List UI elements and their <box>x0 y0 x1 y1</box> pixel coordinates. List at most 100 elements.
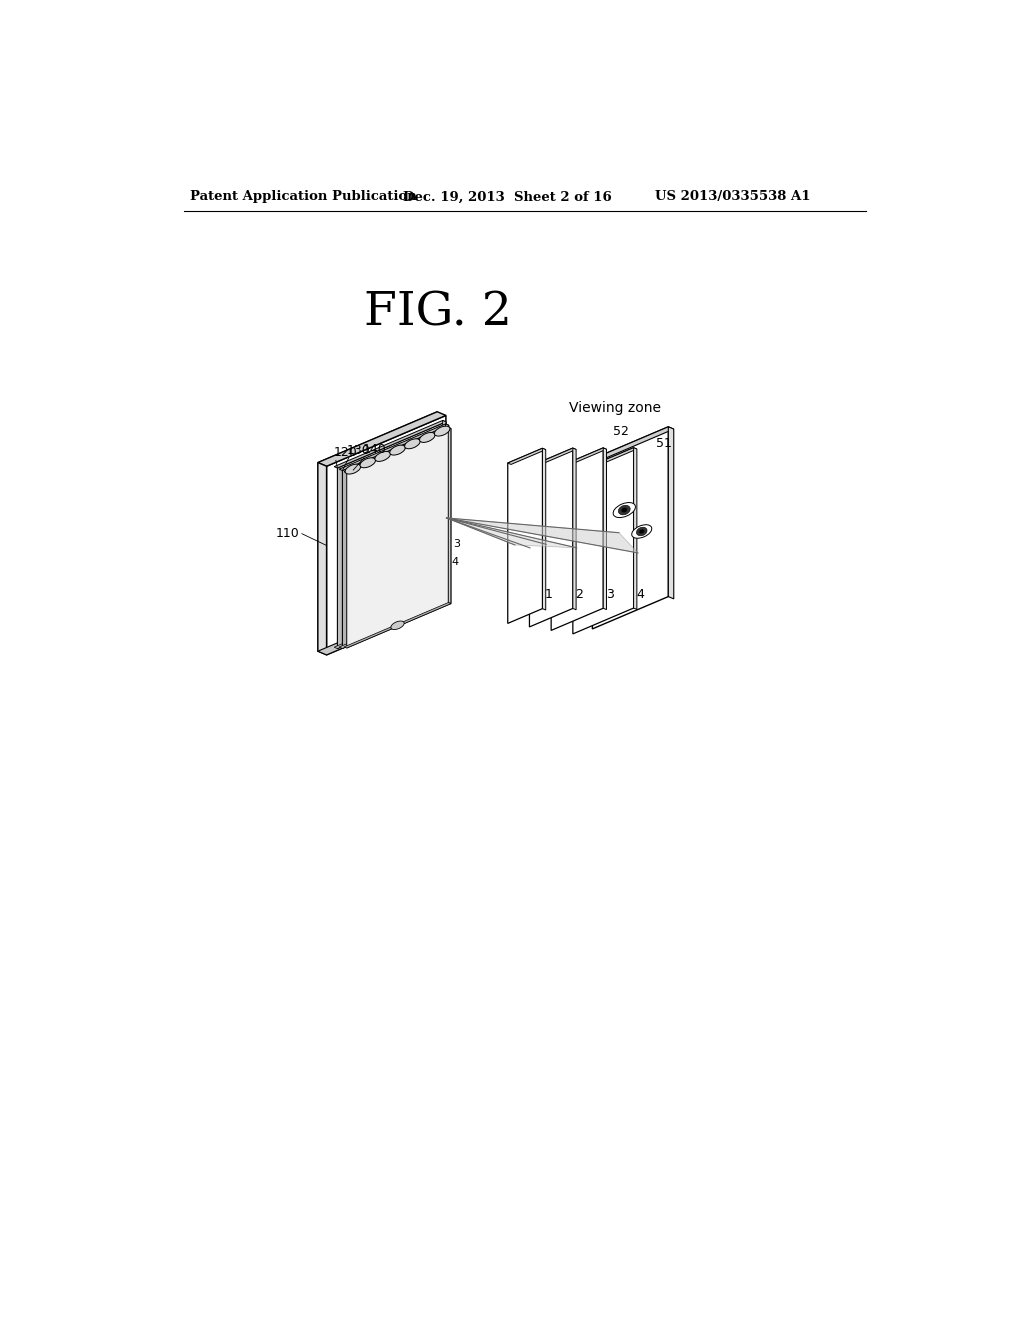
Polygon shape <box>378 453 384 634</box>
Polygon shape <box>377 449 382 632</box>
Text: 110: 110 <box>275 527 300 540</box>
Polygon shape <box>366 458 372 639</box>
Polygon shape <box>417 433 421 615</box>
Ellipse shape <box>618 506 630 515</box>
Polygon shape <box>357 458 362 640</box>
Polygon shape <box>436 424 441 607</box>
Polygon shape <box>419 436 425 615</box>
Polygon shape <box>446 517 638 553</box>
Polygon shape <box>390 447 395 628</box>
Polygon shape <box>572 447 634 634</box>
Polygon shape <box>354 463 360 643</box>
Polygon shape <box>446 517 577 548</box>
Text: Patent Application Publication: Patent Application Publication <box>190 190 417 203</box>
Polygon shape <box>387 445 391 627</box>
Ellipse shape <box>434 426 450 436</box>
Text: 52: 52 <box>613 425 629 438</box>
Text: 140: 140 <box>362 444 386 457</box>
Text: 1: 1 <box>545 589 553 601</box>
Text: 4: 4 <box>452 557 459 568</box>
Polygon shape <box>426 428 431 611</box>
Polygon shape <box>360 461 366 642</box>
Polygon shape <box>334 601 445 648</box>
Text: US 2013/0335538 A1: US 2013/0335538 A1 <box>655 190 811 203</box>
Text: Dec. 19, 2013  Sheet 2 of 16: Dec. 19, 2013 Sheet 2 of 16 <box>403 190 612 203</box>
Polygon shape <box>347 429 451 648</box>
Polygon shape <box>339 602 449 648</box>
Ellipse shape <box>420 433 435 442</box>
Polygon shape <box>592 426 669 628</box>
Polygon shape <box>327 416 445 655</box>
Polygon shape <box>431 426 436 609</box>
Polygon shape <box>401 438 407 622</box>
Ellipse shape <box>404 438 420 449</box>
Polygon shape <box>551 447 603 631</box>
Polygon shape <box>347 462 352 644</box>
Polygon shape <box>431 430 437 611</box>
Polygon shape <box>441 422 445 605</box>
Polygon shape <box>529 447 572 627</box>
Text: 2: 2 <box>575 587 584 601</box>
Polygon shape <box>372 455 378 636</box>
Ellipse shape <box>390 445 406 455</box>
Polygon shape <box>344 602 451 648</box>
Polygon shape <box>592 426 674 462</box>
Polygon shape <box>449 428 451 603</box>
Polygon shape <box>317 412 437 651</box>
Polygon shape <box>384 450 390 631</box>
Polygon shape <box>401 444 408 623</box>
Polygon shape <box>572 447 637 475</box>
Polygon shape <box>396 441 401 623</box>
Polygon shape <box>425 433 431 614</box>
Polygon shape <box>317 601 445 655</box>
Text: 120: 120 <box>334 446 357 459</box>
Polygon shape <box>339 424 449 470</box>
Polygon shape <box>572 447 577 610</box>
Polygon shape <box>382 447 387 630</box>
Polygon shape <box>337 466 342 648</box>
Polygon shape <box>551 447 606 471</box>
Ellipse shape <box>360 458 376 467</box>
Polygon shape <box>391 442 396 626</box>
Polygon shape <box>372 451 377 634</box>
Polygon shape <box>342 463 347 647</box>
Polygon shape <box>334 421 445 469</box>
Ellipse shape <box>345 465 360 474</box>
Polygon shape <box>442 425 449 606</box>
Polygon shape <box>342 469 348 648</box>
Polygon shape <box>348 466 354 645</box>
Text: 3: 3 <box>454 539 461 549</box>
Ellipse shape <box>613 503 636 517</box>
Polygon shape <box>344 428 451 473</box>
Ellipse shape <box>632 525 652 539</box>
Polygon shape <box>442 421 445 602</box>
Polygon shape <box>421 430 426 612</box>
Polygon shape <box>412 434 417 616</box>
Polygon shape <box>508 449 543 623</box>
Text: Viewing zone: Viewing zone <box>569 401 660 416</box>
Ellipse shape <box>637 527 647 536</box>
Ellipse shape <box>622 508 627 512</box>
Polygon shape <box>317 462 327 655</box>
Polygon shape <box>408 441 414 620</box>
Polygon shape <box>407 437 412 619</box>
Text: 4: 4 <box>636 587 644 601</box>
Text: 3: 3 <box>606 587 613 601</box>
Ellipse shape <box>375 451 390 462</box>
Polygon shape <box>603 447 606 610</box>
Polygon shape <box>529 447 577 469</box>
Polygon shape <box>445 424 449 603</box>
Polygon shape <box>508 449 546 465</box>
Polygon shape <box>352 459 357 643</box>
Polygon shape <box>669 426 674 599</box>
Polygon shape <box>634 447 637 610</box>
Text: FIG. 2: FIG. 2 <box>365 290 512 335</box>
Polygon shape <box>362 455 367 638</box>
Text: 130: 130 <box>346 444 370 457</box>
Polygon shape <box>437 428 442 609</box>
Polygon shape <box>414 438 419 618</box>
Polygon shape <box>543 449 546 610</box>
Ellipse shape <box>391 620 404 630</box>
Text: 51: 51 <box>656 437 672 450</box>
Polygon shape <box>317 412 445 466</box>
